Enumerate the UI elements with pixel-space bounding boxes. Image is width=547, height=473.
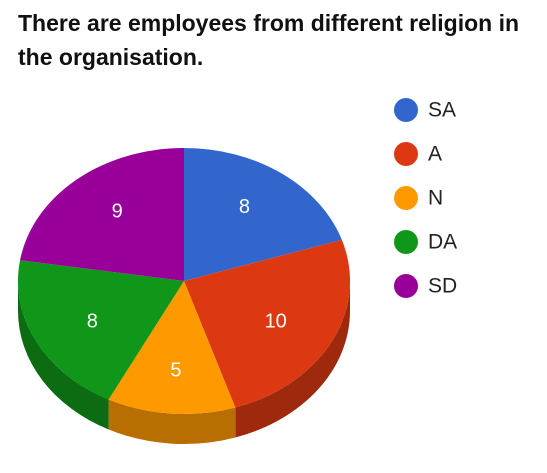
- slice: [184, 148, 342, 281]
- legend-label: N: [428, 187, 443, 210]
- slice: [184, 239, 350, 408]
- legend-marker: [394, 230, 418, 254]
- slice-label: 8: [87, 310, 98, 332]
- legend-marker: [394, 274, 418, 298]
- legend-label: SA: [428, 99, 456, 122]
- slice-label: 5: [170, 359, 181, 381]
- chart-title: There are employees from different relig…: [18, 10, 520, 70]
- slice: [20, 148, 185, 281]
- legend-label: DA: [428, 231, 457, 254]
- slice-label: 9: [112, 201, 123, 223]
- legend-marker: [394, 98, 418, 122]
- legend-label: A: [428, 143, 442, 166]
- legend-label: SD: [428, 275, 457, 298]
- slice-label: 10: [265, 310, 287, 332]
- slice-side: [108, 399, 236, 444]
- slice-side: [18, 281, 109, 430]
- slice: [17, 260, 184, 400]
- slice-side: [235, 281, 350, 438]
- slice-label: 8: [239, 196, 250, 218]
- legend-marker: [394, 142, 418, 166]
- legend-marker: [394, 186, 418, 210]
- slice: [108, 281, 236, 414]
